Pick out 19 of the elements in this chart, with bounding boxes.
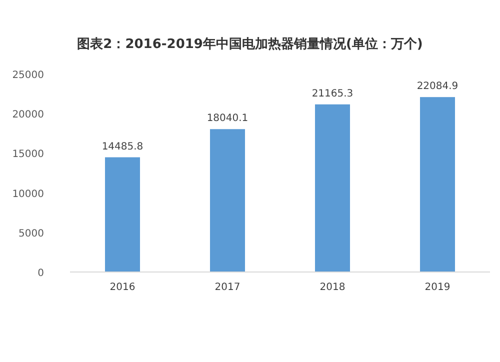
x-tick-label: 2017 xyxy=(214,282,240,293)
data-label: 18040.1 xyxy=(206,113,248,124)
data-label: 14485.8 xyxy=(102,141,144,152)
y-tick-label: 0 xyxy=(38,268,44,279)
bar xyxy=(210,129,245,272)
data-label: 22084.9 xyxy=(416,81,458,92)
y-tick-label: 25000 xyxy=(12,70,44,81)
bar xyxy=(315,104,350,272)
y-tick-label: 10000 xyxy=(12,188,44,200)
x-tick-label: 2018 xyxy=(320,282,346,293)
bar xyxy=(105,157,140,272)
chart-title: 图表2：2016-2019年中国电加热器销量情况(单位：万个) xyxy=(77,36,423,52)
bar xyxy=(420,97,455,272)
x-tick-label: 2019 xyxy=(424,282,450,293)
y-tick-label: 5000 xyxy=(18,228,44,240)
x-tick-label: 2016 xyxy=(110,282,136,293)
y-tick-label: 15000 xyxy=(12,149,44,160)
y-tick-label: 20000 xyxy=(12,110,44,121)
data-label: 21165.3 xyxy=(312,88,354,100)
